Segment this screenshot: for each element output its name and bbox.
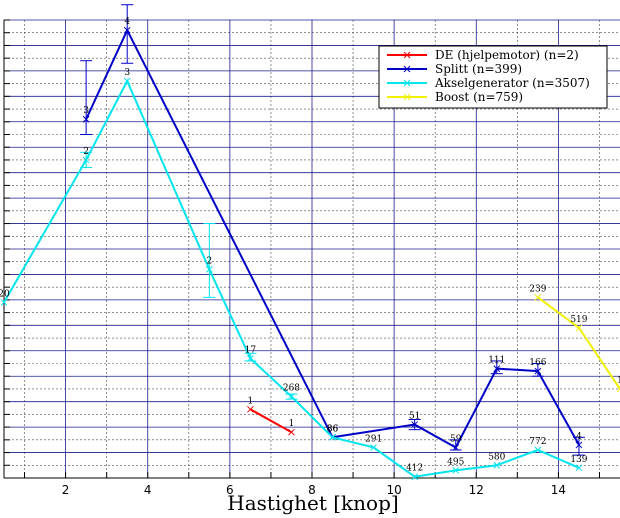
errorbars: [80, 4, 585, 456]
legend-marker: [403, 65, 411, 73]
data-point-label: 495: [447, 457, 464, 467]
legend-marker: [403, 79, 411, 87]
data-point-label: 268: [283, 384, 300, 394]
legend-entry-label: Boost (n=759): [435, 90, 523, 104]
x-tick-label: 10: [386, 483, 401, 497]
data-point-marker: [288, 428, 295, 436]
legend-entry-label: Akselgenerator (n=3507): [434, 76, 590, 90]
data-point-marker: [534, 293, 542, 301]
data-point-label: 4: [576, 432, 582, 442]
legend-marker: [403, 51, 411, 59]
data-point-marker: [247, 355, 254, 362]
data-point-marker: [82, 156, 90, 164]
legend-entry-label: DE (hjelpemotor) (n=2): [435, 48, 579, 62]
x-tick-label: 6: [226, 483, 234, 497]
data-point-marker: [616, 385, 620, 393]
data-point-marker: [329, 433, 336, 441]
data-point-marker: [575, 324, 583, 332]
x-tick-label: 14: [551, 483, 566, 497]
data-point-marker: [288, 393, 295, 400]
series-lines: [0, 26, 620, 481]
data-point-marker: [452, 444, 460, 451]
x-tick-label: 12: [469, 483, 484, 497]
data-point-label: 291: [365, 434, 382, 444]
data-point-label: 2: [206, 256, 212, 266]
data-point-marker: [411, 473, 419, 481]
data-point-marker: [575, 441, 583, 449]
series-line: [85, 27, 580, 449]
data-point-label: 1: [617, 376, 620, 386]
x-axis-label: Hastighet [knop]: [227, 491, 398, 515]
data-point-label: 239: [529, 284, 546, 294]
data-point-label: 139: [570, 455, 587, 465]
x-tick-label: 4: [144, 483, 152, 497]
data-point-marker: [205, 266, 213, 273]
data-point-label: 519: [570, 315, 587, 325]
data-point-label: 59: [450, 434, 462, 444]
series-line: [249, 408, 292, 434]
data-point-marker: [575, 464, 583, 472]
data-point-label: 1: [248, 396, 254, 406]
data-point-label: 2: [83, 147, 89, 157]
data-point-label: 86: [327, 424, 339, 434]
x-tick-label: 8: [308, 483, 316, 497]
data-point-marker: [0, 299, 8, 306]
data-point-label: 166: [529, 358, 546, 368]
data-point-label: 20: [0, 289, 10, 299]
data-point-marker: [493, 461, 501, 469]
data-point-label: 51: [409, 412, 420, 422]
data-point-label: 3: [83, 106, 89, 116]
legend-entry-label: Splitt (n=399): [435, 62, 522, 76]
data-point-marker: [82, 115, 90, 123]
data-point-label: 580: [488, 452, 505, 462]
legend: DE (hjelpemotor) (n=2)Splitt (n=399)Akse…: [378, 45, 608, 109]
data-point-label: 412: [406, 464, 423, 474]
data-point-marker: [493, 365, 501, 372]
data-point-marker: [370, 444, 377, 451]
data-point-marker: [247, 405, 254, 413]
x-tick-label: 2: [62, 483, 70, 497]
data-point-marker: [534, 367, 542, 375]
data-point-label: 772: [529, 437, 546, 447]
x-ticks: 2 4 6 8 10 12 14: [24, 472, 600, 497]
data-point-label: 4: [124, 17, 130, 27]
data-point-marker: [411, 421, 419, 428]
data-point-marker: [452, 467, 460, 474]
data-point-label: 86: [327, 424, 339, 434]
data-point-label: 1: [289, 419, 295, 429]
data-point-label: 3: [124, 68, 130, 78]
legend-marker: [403, 93, 411, 101]
data-point-marker: [123, 77, 131, 85]
data-point-label: 17: [245, 345, 257, 355]
data-point-label: 111: [488, 356, 505, 366]
data-point-marker: [123, 26, 131, 34]
data-point-marker: [534, 446, 542, 454]
